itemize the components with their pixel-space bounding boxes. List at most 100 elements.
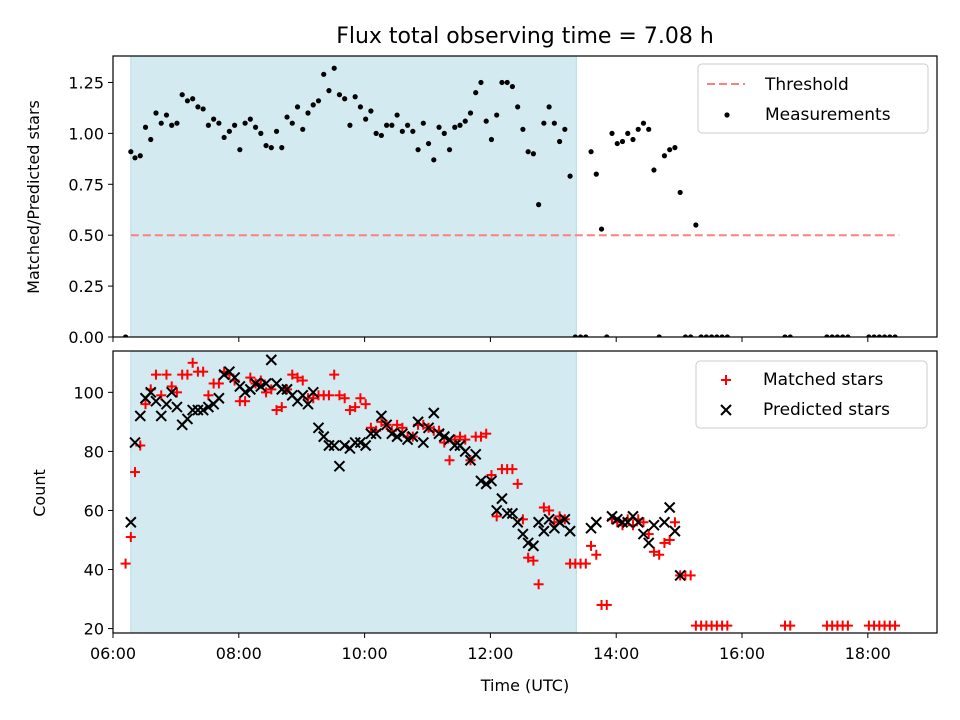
measurements-legend-swatch bbox=[724, 112, 730, 118]
top-y-tick-label: 0.75 bbox=[68, 175, 104, 194]
matched-stars-point bbox=[444, 455, 455, 466]
measurements-point bbox=[326, 88, 332, 94]
matched-stars-point bbox=[544, 505, 555, 516]
measurements-point bbox=[556, 138, 563, 145]
matched-stars-point bbox=[523, 552, 534, 563]
measurements-point bbox=[462, 118, 468, 124]
matched-stars-point bbox=[486, 470, 497, 481]
measurements-point bbox=[881, 334, 888, 337]
predicted-stars-point bbox=[590, 516, 602, 528]
measurements-point bbox=[845, 334, 851, 337]
matched-stars-point bbox=[150, 369, 161, 380]
measurements-point bbox=[614, 140, 620, 147]
measurements-point bbox=[132, 155, 138, 161]
measurements-point bbox=[163, 112, 170, 118]
matched-stars-point bbox=[245, 372, 256, 383]
bottom-panel: 20 40 60 80 100 06:00 08:00 10:00 12:00 14:00 16:… bbox=[30, 350, 938, 695]
matched-stars-point bbox=[785, 620, 796, 631]
measurements-point bbox=[651, 167, 657, 173]
matched-stars-point bbox=[156, 390, 167, 401]
measurements-point bbox=[588, 149, 594, 155]
x-tick-label: 10:00 bbox=[342, 644, 388, 663]
bottom-plot-frame bbox=[112, 350, 938, 634]
matched-stars-point bbox=[198, 366, 209, 377]
measurements-point bbox=[378, 132, 384, 139]
measurements-point bbox=[263, 142, 269, 149]
measurements-point bbox=[252, 124, 259, 130]
matched-stars-point bbox=[334, 390, 345, 401]
measurements-point bbox=[237, 147, 243, 153]
predicted-stars-point bbox=[354, 436, 367, 449]
matched-stars-legend-marker bbox=[721, 375, 731, 385]
measurements-point bbox=[494, 112, 500, 118]
measurements-point bbox=[583, 334, 589, 337]
measurements-point bbox=[300, 126, 306, 132]
measurements-point bbox=[352, 94, 358, 100]
predicted-stars-point bbox=[202, 401, 215, 413]
measurements-point bbox=[289, 120, 295, 126]
measurements-point bbox=[824, 334, 830, 337]
matched-stars-point bbox=[512, 478, 523, 489]
matched-stars-point bbox=[475, 431, 486, 442]
measurements-point bbox=[834, 334, 841, 337]
matched-stars-point bbox=[365, 422, 376, 433]
predicted-stars-point bbox=[470, 448, 482, 461]
predicted-stars-point bbox=[186, 404, 199, 416]
predicted-stars-point bbox=[375, 410, 388, 422]
measurements-point bbox=[536, 202, 542, 208]
matched-stars-point bbox=[329, 369, 340, 380]
measurements-point bbox=[158, 120, 164, 126]
predicted-stars-point bbox=[150, 395, 162, 407]
predicted-stars-point bbox=[522, 537, 534, 549]
measurements-point bbox=[782, 334, 788, 337]
matched-stars-point bbox=[130, 467, 141, 478]
matched-stars-point bbox=[360, 399, 371, 410]
measurements-point bbox=[169, 122, 175, 128]
matched-stars-point bbox=[182, 369, 193, 380]
predicted-stars-point bbox=[312, 422, 325, 434]
matched-stars-point bbox=[449, 434, 460, 445]
measurements-point bbox=[840, 334, 846, 337]
bottom-y-tick-label: 60 bbox=[84, 501, 104, 520]
matched-stars-point bbox=[271, 405, 282, 416]
top-y-tick-label: 0.25 bbox=[68, 277, 104, 296]
measurements-point bbox=[399, 128, 405, 134]
measurements-point bbox=[887, 334, 893, 337]
top-y-tick-label: 0.00 bbox=[68, 328, 104, 347]
predicted-stars-point bbox=[197, 404, 209, 416]
predicted-stars-legend-swatch bbox=[720, 404, 732, 416]
matched-stars-point bbox=[664, 534, 675, 545]
bottom-y-tick-label: 40 bbox=[84, 561, 104, 580]
top-y-tick-label: 0.50 bbox=[68, 226, 104, 245]
predicted-stars-point bbox=[249, 377, 262, 390]
matched-stars-point bbox=[344, 405, 355, 416]
predicted-stars-point bbox=[422, 422, 435, 434]
predicted-stars-point bbox=[658, 516, 671, 528]
matched-stars-point bbox=[601, 599, 612, 610]
measurements-point bbox=[373, 130, 379, 136]
matched-stars-point bbox=[240, 396, 251, 407]
matched-stars-series bbox=[120, 357, 901, 631]
predicted-stars-point bbox=[171, 401, 183, 413]
measurements-point bbox=[709, 334, 715, 337]
measurements-point bbox=[128, 149, 134, 155]
predicted-stars-point bbox=[228, 371, 241, 384]
predicted-stars-point bbox=[480, 478, 492, 490]
matched-stars-point bbox=[638, 517, 649, 528]
measurements-point bbox=[205, 122, 211, 128]
measurements-point bbox=[184, 98, 191, 104]
bottom-y-tick-label: 80 bbox=[84, 442, 104, 461]
measurements-point bbox=[389, 122, 395, 128]
predicted-stars-point bbox=[506, 507, 519, 520]
matched-stars-point bbox=[842, 620, 853, 631]
matched-stars-point bbox=[213, 378, 224, 389]
measurements-point bbox=[142, 124, 149, 130]
measurements-point bbox=[148, 136, 154, 143]
measurements-point bbox=[876, 334, 882, 337]
measurements-point bbox=[541, 120, 547, 126]
matched-stars-point bbox=[491, 511, 502, 522]
matched-stars-point bbox=[685, 570, 696, 581]
predicted-stars-point bbox=[276, 383, 288, 396]
measurements-point bbox=[457, 122, 463, 128]
top-y-tick-label: 1.00 bbox=[68, 124, 104, 143]
